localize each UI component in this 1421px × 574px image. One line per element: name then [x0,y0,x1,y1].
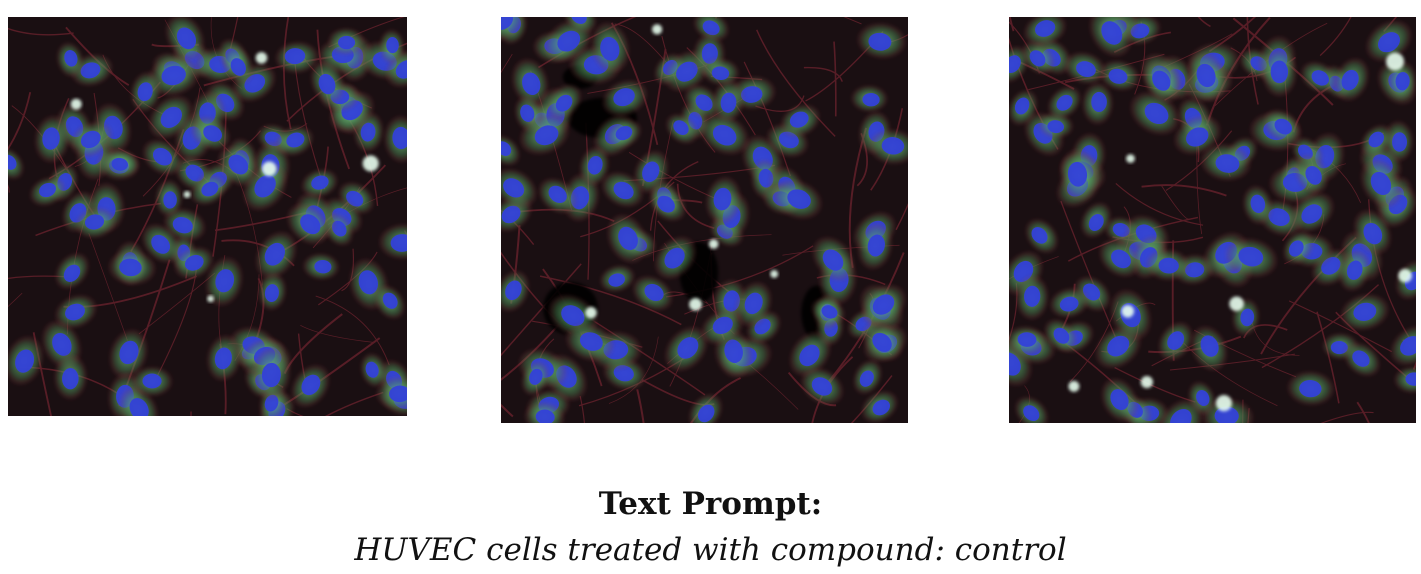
bright-debris [585,24,779,319]
fluorescence-image-3 [1009,17,1416,423]
microscopy-panel-3 [1009,17,1416,423]
bright-debris [70,52,379,303]
caption-heading: Text Prompt: [598,486,823,522]
microscopy-panel-1 [8,17,407,416]
bright-debris [1068,52,1412,412]
fluorescence-image-2 [501,17,908,423]
cell-layer [8,17,407,416]
cell-layer [501,17,908,423]
fluorescence-image-1 [8,17,407,416]
cell-layer [1009,17,1416,423]
caption-prompt: HUVEC cells treated with compound: contr… [354,532,1067,568]
microscopy-panel-2 [501,17,908,423]
